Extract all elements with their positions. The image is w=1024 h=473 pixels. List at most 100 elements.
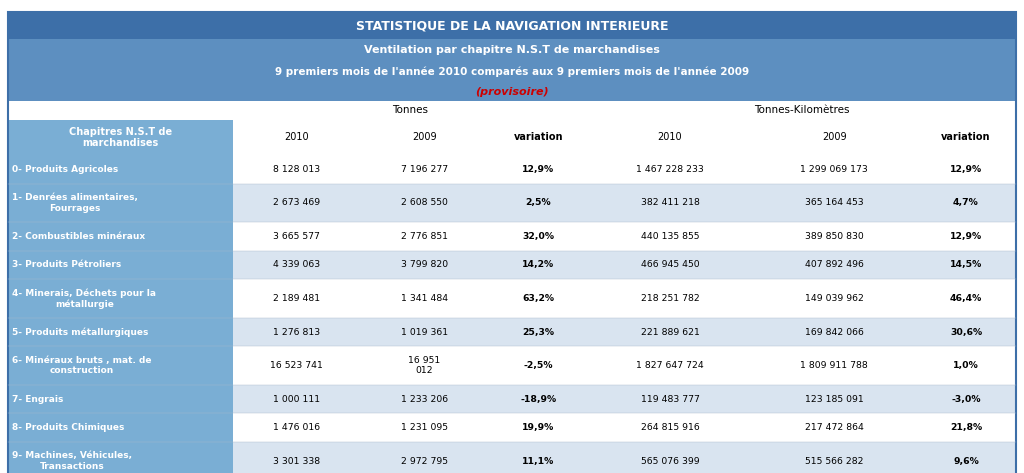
- Text: 264 815 916: 264 815 916: [641, 423, 699, 432]
- Text: 365 164 453: 365 164 453: [805, 198, 863, 208]
- Text: 1 276 813: 1 276 813: [273, 327, 321, 337]
- Text: 25,3%: 25,3%: [522, 327, 554, 337]
- Text: 1 827 647 724: 1 827 647 724: [636, 361, 703, 370]
- Text: 565 076 399: 565 076 399: [641, 456, 699, 466]
- Text: 11,1%: 11,1%: [522, 456, 554, 466]
- Text: 440 135 855: 440 135 855: [641, 232, 699, 241]
- Bar: [8, 385, 233, 413]
- Text: 7- Engrais: 7- Engrais: [12, 394, 63, 404]
- Bar: [8, 184, 1016, 222]
- Text: 63,2%: 63,2%: [522, 294, 554, 303]
- Text: Ventilation par chapitre N.S.T de marchandises: Ventilation par chapitre N.S.T de marcha…: [365, 45, 659, 55]
- Bar: [8, 346, 1016, 385]
- Bar: [8, 279, 233, 318]
- Text: 6- Minéraux bruts , mat. de
construction: 6- Minéraux bruts , mat. de construction: [12, 356, 152, 376]
- Text: -2,5%: -2,5%: [523, 361, 553, 370]
- Text: 21,8%: 21,8%: [950, 423, 982, 432]
- Text: 382 411 218: 382 411 218: [641, 198, 699, 208]
- Bar: [8, 155, 233, 184]
- Bar: [8, 155, 1016, 184]
- Text: -3,0%: -3,0%: [951, 394, 981, 404]
- Bar: [8, 61, 1016, 83]
- Text: 169 842 066: 169 842 066: [805, 327, 863, 337]
- Bar: [8, 39, 1016, 61]
- Bar: [8, 346, 233, 385]
- Text: 3 665 577: 3 665 577: [273, 232, 321, 241]
- Text: -18,9%: -18,9%: [520, 394, 556, 404]
- Text: 218 251 782: 218 251 782: [641, 294, 699, 303]
- Text: 9,6%: 9,6%: [953, 456, 979, 466]
- Text: 19,9%: 19,9%: [522, 423, 554, 432]
- Text: 30,6%: 30,6%: [950, 327, 982, 337]
- Text: 4 339 063: 4 339 063: [273, 260, 321, 270]
- Text: 1 809 911 788: 1 809 911 788: [800, 361, 868, 370]
- Text: 16 523 741: 16 523 741: [270, 361, 324, 370]
- Text: 2,5%: 2,5%: [525, 198, 551, 208]
- Text: 5- Produits métallurgiques: 5- Produits métallurgiques: [12, 327, 148, 337]
- Text: 407 892 496: 407 892 496: [805, 260, 863, 270]
- Bar: [8, 318, 1016, 346]
- Text: 16 951
012: 16 951 012: [409, 356, 440, 376]
- Bar: [8, 120, 233, 155]
- Bar: [8, 279, 1016, 318]
- Text: 3 799 820: 3 799 820: [401, 260, 449, 270]
- Text: 32,0%: 32,0%: [522, 232, 554, 241]
- Bar: [8, 184, 233, 222]
- Text: 389 850 830: 389 850 830: [805, 232, 863, 241]
- Bar: [8, 385, 1016, 413]
- Text: 1 000 111: 1 000 111: [273, 394, 321, 404]
- Text: 8- Produits Chimiques: 8- Produits Chimiques: [12, 423, 125, 432]
- Bar: [8, 120, 1016, 155]
- Bar: [8, 222, 233, 251]
- Text: 46,4%: 46,4%: [950, 294, 982, 303]
- Text: 2 608 550: 2 608 550: [401, 198, 447, 208]
- Text: 12,9%: 12,9%: [522, 165, 554, 174]
- Bar: [8, 12, 1016, 39]
- Text: 149 039 962: 149 039 962: [805, 294, 863, 303]
- Text: variation: variation: [941, 132, 991, 142]
- Bar: [8, 413, 233, 442]
- Text: 4,7%: 4,7%: [953, 198, 979, 208]
- Text: 9- Machines, Véhicules,
Transactions: 9- Machines, Véhicules, Transactions: [12, 451, 132, 471]
- Text: 14,2%: 14,2%: [522, 260, 554, 270]
- Text: 1 019 361: 1 019 361: [401, 327, 449, 337]
- Text: 1 476 016: 1 476 016: [273, 423, 321, 432]
- Text: STATISTIQUE DE LA NAVIGATION INTERIEURE: STATISTIQUE DE LA NAVIGATION INTERIEURE: [355, 19, 669, 32]
- Text: 3 301 338: 3 301 338: [273, 456, 321, 466]
- Text: 123 185 091: 123 185 091: [805, 394, 863, 404]
- Text: 12,9%: 12,9%: [950, 232, 982, 241]
- Text: 1- Denrées alimentaires,
Fourrages: 1- Denrées alimentaires, Fourrages: [12, 193, 138, 213]
- Text: 2 189 481: 2 189 481: [273, 294, 321, 303]
- Text: 515 566 282: 515 566 282: [805, 456, 863, 466]
- Text: 8 128 013: 8 128 013: [273, 165, 321, 174]
- Text: 7 196 277: 7 196 277: [401, 165, 449, 174]
- Text: 2009: 2009: [413, 132, 437, 142]
- Text: 2010: 2010: [657, 132, 682, 142]
- Text: Tonnes-Kilomètres: Tonnes-Kilomètres: [754, 105, 850, 115]
- Bar: [8, 251, 1016, 279]
- Bar: [8, 101, 1016, 120]
- Text: 1 233 206: 1 233 206: [401, 394, 449, 404]
- Text: 12,9%: 12,9%: [950, 165, 982, 174]
- Text: 2009: 2009: [822, 132, 847, 142]
- Text: 2010: 2010: [285, 132, 309, 142]
- Bar: [8, 318, 233, 346]
- Text: 1 231 095: 1 231 095: [401, 423, 447, 432]
- Text: 14,5%: 14,5%: [950, 260, 982, 270]
- Text: Chapitres N.S.T de
marchandises: Chapitres N.S.T de marchandises: [69, 127, 172, 148]
- Text: 9 premiers mois de l'année 2010 comparés aux 9 premiers mois de l'année 2009: 9 premiers mois de l'année 2010 comparés…: [274, 67, 750, 77]
- Bar: [8, 83, 1016, 101]
- Bar: [8, 442, 233, 473]
- Bar: [8, 413, 1016, 442]
- Text: 0- Produits Agricoles: 0- Produits Agricoles: [12, 165, 119, 174]
- Text: 1 341 484: 1 341 484: [401, 294, 449, 303]
- Text: Tonnes: Tonnes: [392, 105, 428, 115]
- Text: 2 776 851: 2 776 851: [401, 232, 447, 241]
- Bar: [8, 222, 1016, 251]
- Text: 217 472 864: 217 472 864: [805, 423, 863, 432]
- Text: 2- Combustibles minéraux: 2- Combustibles minéraux: [12, 232, 145, 241]
- Text: 119 483 777: 119 483 777: [641, 394, 699, 404]
- Text: 1,0%: 1,0%: [953, 361, 979, 370]
- Text: variation: variation: [513, 132, 563, 142]
- Text: 1 467 228 233: 1 467 228 233: [636, 165, 703, 174]
